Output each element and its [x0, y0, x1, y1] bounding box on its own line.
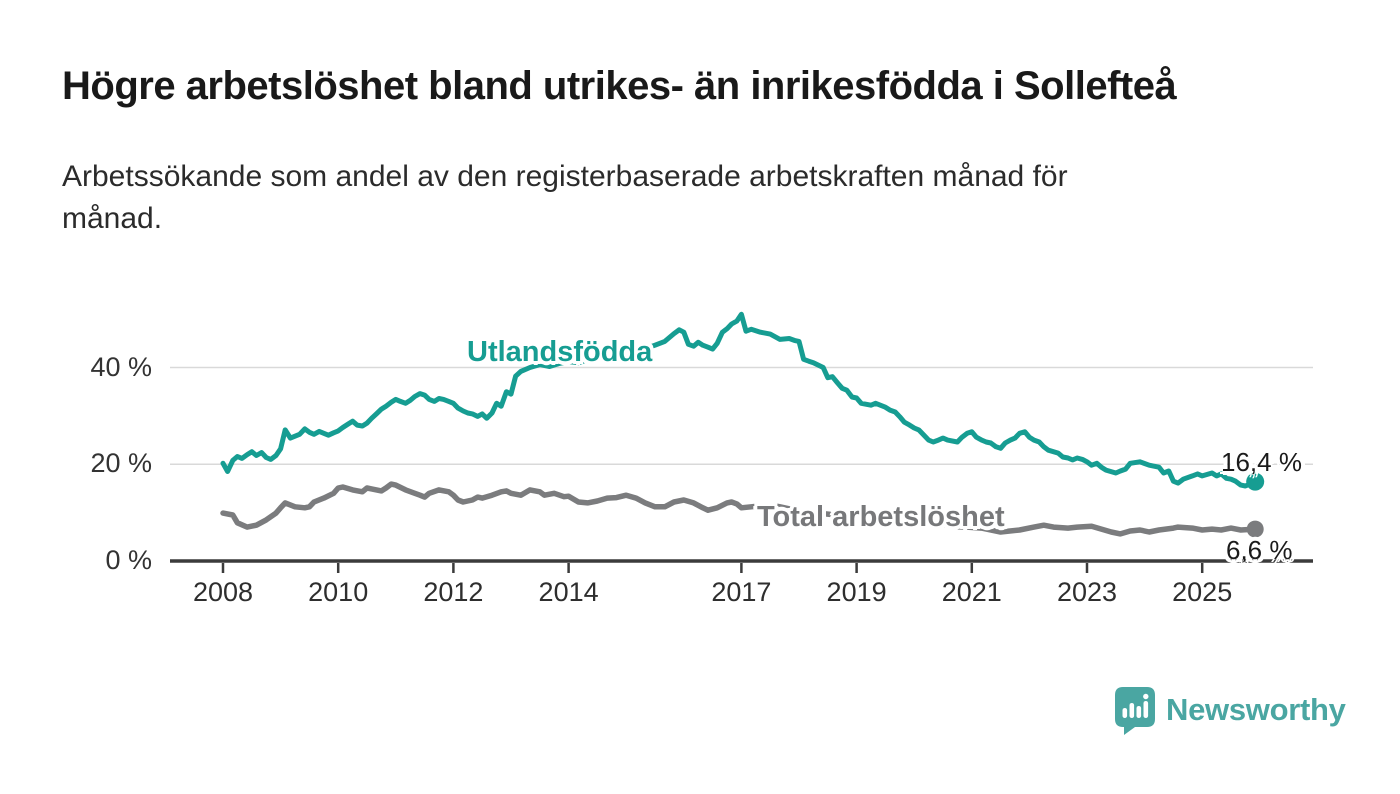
x-axis-label: 2019: [826, 577, 887, 607]
y-axis-label: 20 %: [90, 448, 152, 479]
series-label-utlandsfodda: Utlandsfödda: [467, 336, 653, 368]
x-axis-label: 2021: [941, 577, 1002, 607]
x-axis-label: 2025: [1172, 577, 1233, 607]
page-title: Högre arbetslöshet bland utrikes- än inr…: [62, 64, 1177, 108]
logo-exclamation-dot: [1143, 693, 1149, 700]
y-axis-label: 0 %: [105, 544, 152, 575]
series-line-total: [220, 481, 1258, 537]
y-axis-label: 40 %: [90, 351, 152, 382]
end-value-label-total: 6,6 %: [1226, 535, 1293, 565]
chart-subtitle: Arbetssökande som andel av den registerb…: [62, 160, 1068, 235]
series-line-utlandsfodda: [220, 311, 1258, 489]
series-end-dot-utlandsfodda: [1246, 472, 1265, 491]
x-axis-label: 2014: [538, 577, 599, 607]
x-axis-label: 2012: [423, 577, 484, 607]
x-axis-label: 2023: [1056, 577, 1118, 607]
newsworthy-logo-icon: [1115, 687, 1155, 735]
logo-bar-1: [1122, 708, 1128, 718]
logo-bar-3: [1136, 706, 1142, 718]
series-end-dot-total: [1246, 520, 1264, 538]
series-label-total-arbetsloshet: Total arbetslöshet: [757, 501, 1005, 533]
logo-bubble-shape: [1115, 687, 1155, 735]
x-axis-label: 2010: [308, 577, 369, 607]
newsworthy-logo: Newsworthy: [1113, 685, 1346, 735]
newsworthy-wordmark: Newsworthy: [1166, 692, 1346, 727]
end-value-label-utlandsfodda: 16,4 %: [1221, 447, 1302, 477]
logo-bar-2: [1129, 703, 1135, 718]
x-axis-label: 2017: [711, 577, 772, 607]
x-axis-label: 2008: [192, 577, 254, 607]
logo-exclamation-bar: [1143, 701, 1149, 718]
